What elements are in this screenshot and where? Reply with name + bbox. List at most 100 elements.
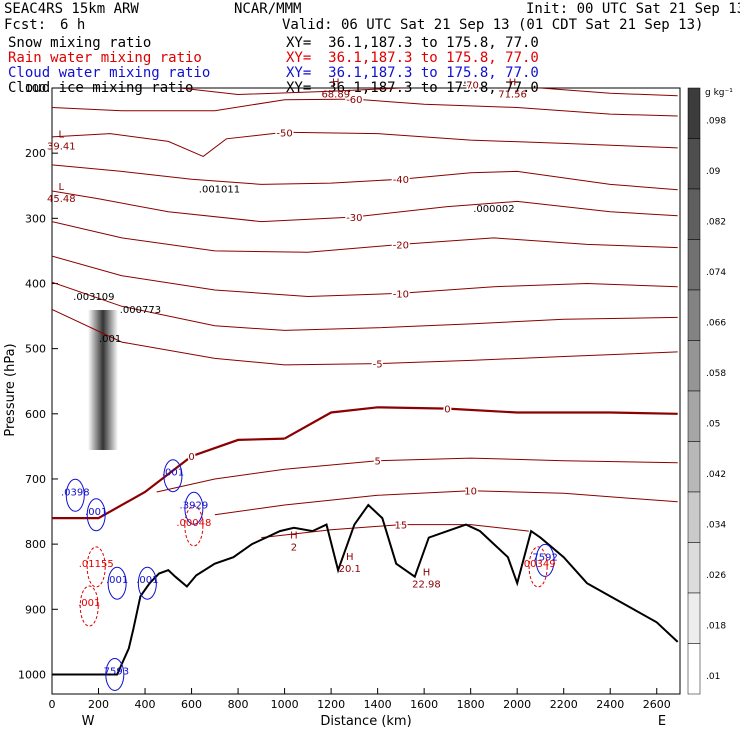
temperature-contour [52, 164, 678, 191]
extremum-value: 68.89 [321, 90, 350, 101]
ice-shading-plume [88, 310, 118, 450]
field-cloudwater-xy: XY= 36.1,187.3 to 175.8, 77.0 [286, 65, 539, 81]
extremum-value: 45.48 [47, 194, 76, 205]
cloudwater-contour [105, 657, 125, 691]
rain-contour [184, 505, 204, 547]
colorbar-tick-label: .082 [706, 217, 726, 227]
x-tick-label: 0 [49, 698, 56, 711]
extremum-value: 2 [291, 542, 297, 553]
extremum-marker: H [290, 530, 298, 541]
cloudwater-contour [535, 543, 555, 577]
colorbar-tick-label: .042 [706, 470, 726, 480]
axes-group: 0 200 400 600 800 1000 1200 1400 1600 1800 2000 220… [18, 82, 671, 711]
forecast-hour: 6 h [60, 17, 86, 33]
x-tick-label: 1400 [364, 698, 392, 711]
x-tick-label: 1000 [271, 698, 299, 711]
cloudwater-contour [65, 478, 85, 512]
temperature-contour [284, 406, 678, 440]
colorbar-swatch [687, 643, 701, 695]
field-rain-label: Rain water mixing ratio [8, 50, 202, 66]
x-tick-label: 2000 [503, 698, 531, 711]
x-end-label-west: W [82, 714, 95, 729]
temperature-contour-label: -5 [373, 360, 383, 371]
cloudwater-contour [137, 566, 157, 600]
temperature-contour-label: 15 [395, 521, 408, 532]
rain-max-label: .01155 [79, 559, 114, 570]
colorbar-tick-label: .09 [706, 167, 721, 177]
temperature-contour [52, 98, 678, 117]
extremum-marker: H [332, 78, 340, 89]
cloudwater-max-label: .001 [106, 575, 128, 586]
extremum-value: 71.56 [498, 90, 527, 101]
terrain-line [52, 503, 679, 676]
colorbar-tick-label: .026 [706, 571, 726, 581]
x-tick-label: 800 [228, 698, 249, 711]
y-tick-label: 800 [25, 538, 46, 551]
ice-snow-max-label: .000773 [120, 305, 161, 316]
cloudwater-contour [107, 566, 127, 600]
colorbar-swatch [687, 390, 701, 442]
extremum-marker: H [346, 552, 354, 563]
extremum-value: 20.1 [339, 564, 361, 575]
colorbar-swatch [687, 491, 701, 543]
temperature-contour [52, 437, 285, 520]
init-time: Init: 00 UTC Sat 21 Sep 13 [526, 1, 740, 17]
plot-labels: .0398 .001 .001 .001 .001 .3929 7592 .7593 .0115… [47, 78, 558, 678]
cloudwater-max-label: .0398 [61, 487, 90, 498]
colorbar-swatch [687, 340, 701, 392]
colorbar-tick-label: .098 [706, 116, 726, 126]
rain-contour [86, 546, 106, 588]
colorbar-unit: g kg⁻¹ [705, 88, 733, 98]
cloudwater-contour [163, 459, 183, 493]
cloudwater-max-label: .001 [162, 468, 184, 479]
valid-time: Valid: 06 UTC Sat 21 Sep 13 (01 CDT Sat … [282, 17, 704, 33]
ice-snow-max-label: .003109 [73, 292, 114, 303]
temperature-contour [261, 524, 529, 539]
y-tick-label: 600 [25, 408, 46, 421]
y-axis-title: Pressure (hPa) [3, 343, 18, 436]
temperature-contour-label: -10 [393, 289, 409, 300]
colorbar-tick-label: .01 [706, 672, 720, 682]
field-snow-label: Snow mixing ratio [8, 35, 152, 51]
colorbar-swatch [687, 592, 701, 644]
colorbar: .098 .09 .082 .074 .066 .058 .05 .042 .034 .026 .0… [687, 87, 726, 695]
temperature-contour [52, 309, 678, 366]
temperature-contour-label: -60 [346, 95, 362, 106]
cloudwater-max-label: .001 [136, 575, 158, 586]
y-tick-label: 400 [25, 277, 46, 290]
x-tick-label: 200 [88, 698, 109, 711]
y-tick-label: 100 [25, 82, 46, 95]
x-end-label-east: E [658, 714, 666, 729]
x-tick-label: 1600 [410, 698, 438, 711]
cloudwater-max-label: .7593 [100, 666, 129, 677]
x-tick-label: 400 [135, 698, 156, 711]
colorbar-tick-label: .05 [706, 419, 720, 429]
colorbar-tick-label: .058 [706, 369, 726, 379]
colorbar-tick-label: .074 [706, 268, 726, 278]
colorbar-swatch [687, 239, 701, 291]
temperature-contour-label: 0 [188, 452, 194, 463]
x-tick-label: 2200 [550, 698, 578, 711]
field-rain-xy: XY= 36.1,187.3 to 175.8, 77.0 [286, 50, 539, 66]
cloudwater-max-label: 7592 [532, 552, 557, 563]
temperature-contour-label: -20 [393, 240, 409, 251]
colorbar-swatch [687, 188, 701, 240]
temperature-contour-label: -50 [276, 128, 292, 139]
plot-frame [51, 87, 681, 695]
x-tick-label: 1800 [457, 698, 485, 711]
temperature-contour [52, 221, 678, 253]
extremum-value: 39.41 [47, 142, 76, 153]
colorbar-tick-label: .066 [706, 318, 726, 328]
colorbar-swatch [687, 138, 701, 190]
plot-content [52, 88, 679, 691]
y-tick-label: 1000 [18, 668, 46, 681]
cloudwater-max-label: .3929 [180, 500, 209, 511]
ice-snow-max-label: .001011 [199, 184, 240, 195]
temperature-contour [52, 255, 678, 298]
temperature-contour [156, 457, 678, 493]
temperature-contour [52, 131, 678, 157]
extremum-marker: H [509, 78, 517, 89]
x-axis-title: Distance (km) [320, 714, 411, 729]
extremum-marker: L [59, 130, 65, 141]
